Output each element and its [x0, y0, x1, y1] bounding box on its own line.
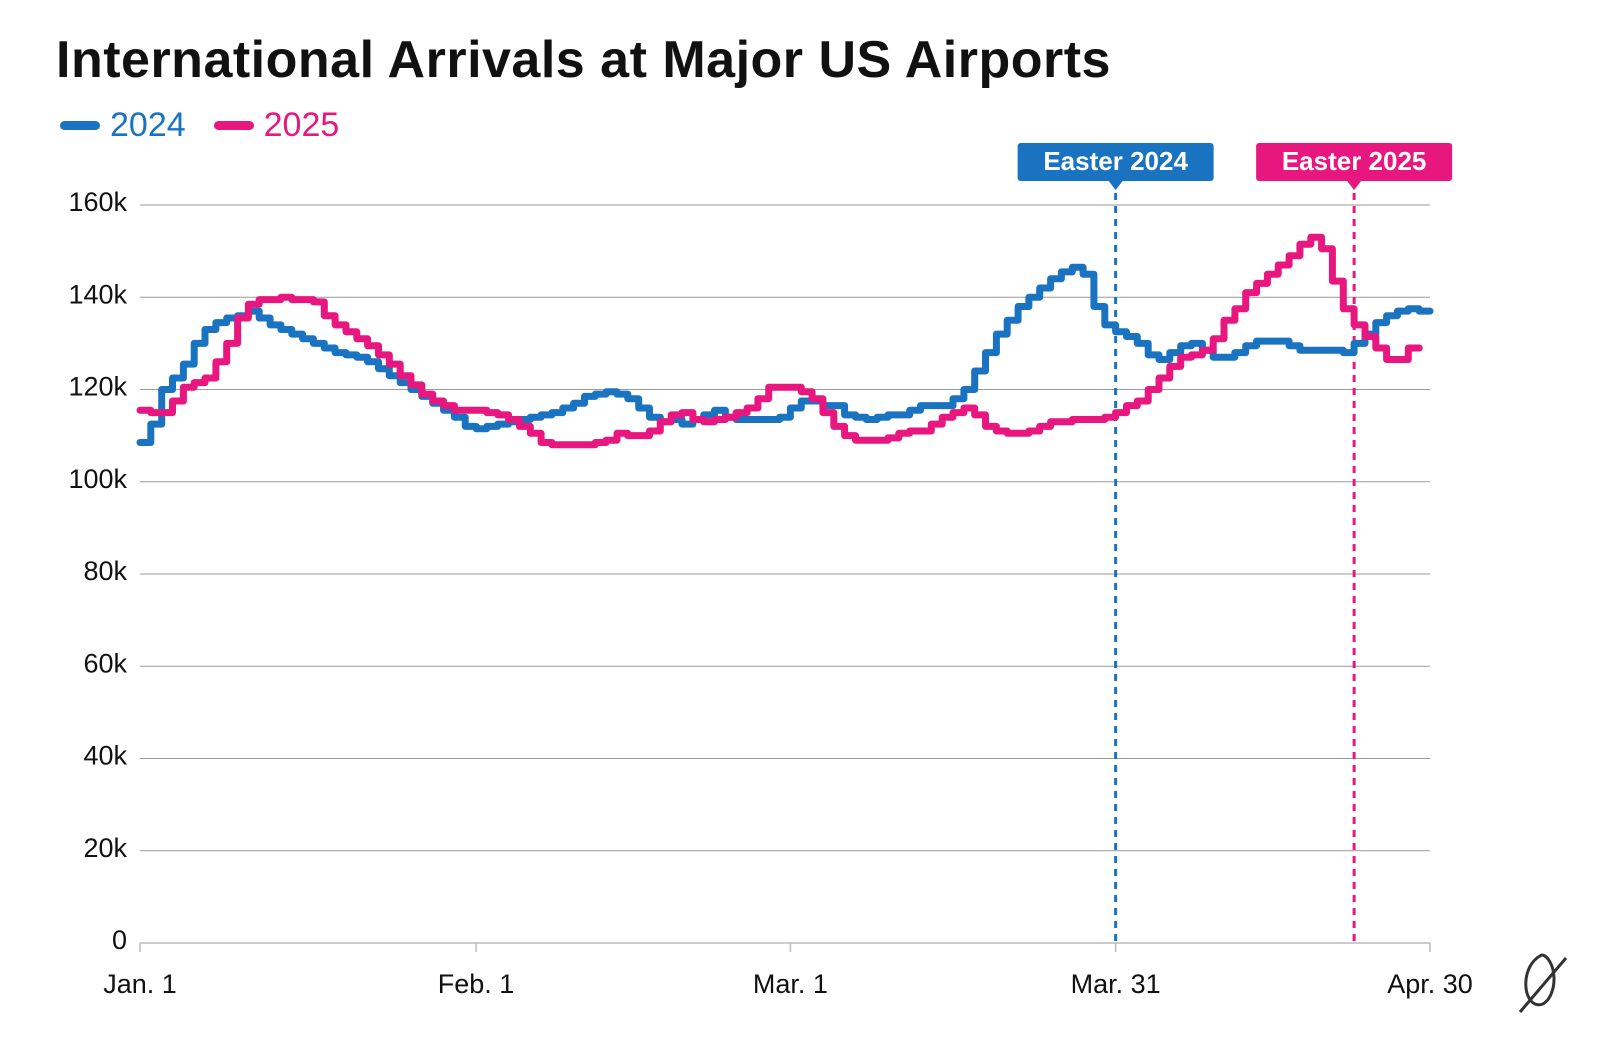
y-tick-label: 0 — [112, 925, 127, 955]
y-tick-label: 120k — [68, 372, 127, 402]
publisher-logo-stroke — [1524, 953, 1556, 1007]
legend-label-2025: 2025 — [263, 106, 340, 144]
easter-label-pointer — [1347, 181, 1362, 190]
legend-item-2025: 2025 — [213, 106, 340, 145]
legend-swatch-2024 — [60, 121, 100, 130]
series-line-2025 — [136, 233, 1423, 449]
legend-swatch-2025 — [213, 121, 254, 130]
y-tick-label: 20k — [83, 833, 127, 863]
easter-label-box — [1256, 143, 1453, 181]
x-tick-label: Feb. 1 — [438, 969, 515, 999]
x-tick-label: Mar. 1 — [753, 969, 828, 999]
legend-item-2024: 2024 — [60, 106, 186, 145]
chart-title: International Arrivals at Major US Airpo… — [56, 31, 1111, 89]
x-tick-label: Mar. 31 — [1071, 969, 1161, 999]
y-tick-label: 60k — [83, 648, 127, 678]
publisher-logo-slash — [1518, 957, 1568, 1013]
y-tick-label: 80k — [83, 556, 127, 586]
x-tick-label: Apr. 30 — [1387, 969, 1473, 999]
x-tick-label: Jan. 1 — [103, 969, 177, 999]
y-tick-label: 160k — [68, 187, 127, 217]
easter-label-text: Easter 2024 — [1043, 146, 1188, 176]
easter-label-box — [1017, 143, 1214, 181]
y-tick-label: 40k — [83, 741, 127, 771]
series-line-2024 — [136, 263, 1434, 446]
y-tick-label: 140k — [68, 279, 127, 309]
legend-label-2024: 2024 — [110, 106, 186, 144]
chart-legend: 2024 2025 — [60, 106, 339, 145]
easter-label-text: Easter 2025 — [1282, 146, 1427, 176]
publisher-logo — [1518, 953, 1568, 1013]
easter-label-pointer — [1108, 181, 1123, 190]
y-tick-label: 100k — [68, 464, 127, 494]
